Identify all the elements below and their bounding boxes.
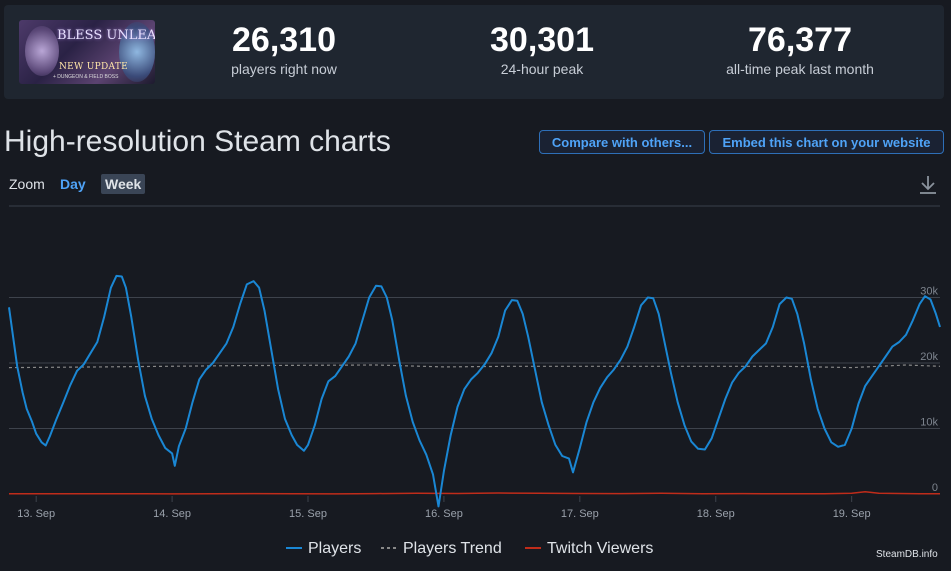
x-tick-label: 19. Sep — [833, 508, 871, 520]
players-trend-series-line — [8, 364, 941, 369]
twitch-viewers-series-line — [8, 490, 941, 495]
players-series-line — [8, 274, 941, 508]
zoom-week-button[interactable]: Week — [101, 174, 146, 194]
game-logo-text: BLESS UNLEASHED — [57, 28, 155, 43]
game-capsule-image[interactable]: BLESS UNLEASHED NEW UPDATE + DUNGEON & F… — [19, 20, 155, 84]
legend-players-trend[interactable]: Players Trend — [381, 540, 502, 558]
zoom-label: Zoom — [9, 176, 45, 192]
download-icon[interactable] — [918, 174, 938, 196]
stat-current: 26,310 players right now — [204, 19, 364, 77]
x-tick-label: 16. Sep — [425, 508, 463, 520]
game-update-text: NEW UPDATE — [59, 62, 128, 72]
legend-players-trend-swatch — [381, 546, 397, 549]
stat-24h-peak: 30,301 24-hour peak — [462, 19, 622, 77]
x-tick-label: 13. Sep — [17, 508, 55, 520]
y-tick-label: 30k — [920, 286, 938, 298]
stat-current-label: players right now — [231, 61, 337, 77]
page-title: High-resolution Steam charts — [4, 125, 391, 158]
stats-bar: BLESS UNLEASHED NEW UPDATE + DUNGEON & F… — [4, 5, 944, 99]
y-tick-label: 20k — [920, 351, 938, 363]
x-tick-label: 15. Sep — [289, 508, 327, 520]
stat-24h-peak-value: 30,301 — [490, 21, 594, 59]
steamdb-credit[interactable]: SteamDB.info — [876, 549, 938, 560]
stat-alltime-peak-label: all-time peak last month — [726, 61, 874, 77]
x-tick-label: 14. Sep — [153, 508, 191, 520]
x-tick-label: 17. Sep — [561, 508, 599, 520]
stat-alltime-peak-value: 76,377 — [748, 21, 852, 59]
legend-players-label: Players — [308, 540, 362, 557]
legend-players[interactable]: Players — [286, 540, 361, 558]
stat-alltime-peak: 76,377 all-time peak last month — [704, 19, 896, 77]
game-update-subtext: + DUNGEON & FIELD BOSS — [53, 74, 119, 80]
embed-chart-button[interactable]: Embed this chart on your website — [709, 130, 944, 154]
legend-twitch-viewers-swatch — [525, 546, 541, 549]
legend-players-swatch — [286, 546, 302, 549]
legend-twitch-viewers[interactable]: Twitch Viewers — [525, 540, 653, 558]
zoom-day-button[interactable]: Day — [60, 176, 86, 192]
stat-current-value: 26,310 — [232, 21, 336, 59]
stat-24h-peak-label: 24-hour peak — [500, 61, 584, 77]
legend-players-trend-label: Players Trend — [403, 540, 502, 557]
y-tick-label: 10k — [920, 417, 938, 429]
y-tick-label: 0 — [932, 482, 938, 494]
x-tick-label: 18. Sep — [697, 508, 735, 520]
compare-button[interactable]: Compare with others... — [539, 130, 705, 154]
legend-twitch-viewers-label: Twitch Viewers — [547, 540, 654, 557]
